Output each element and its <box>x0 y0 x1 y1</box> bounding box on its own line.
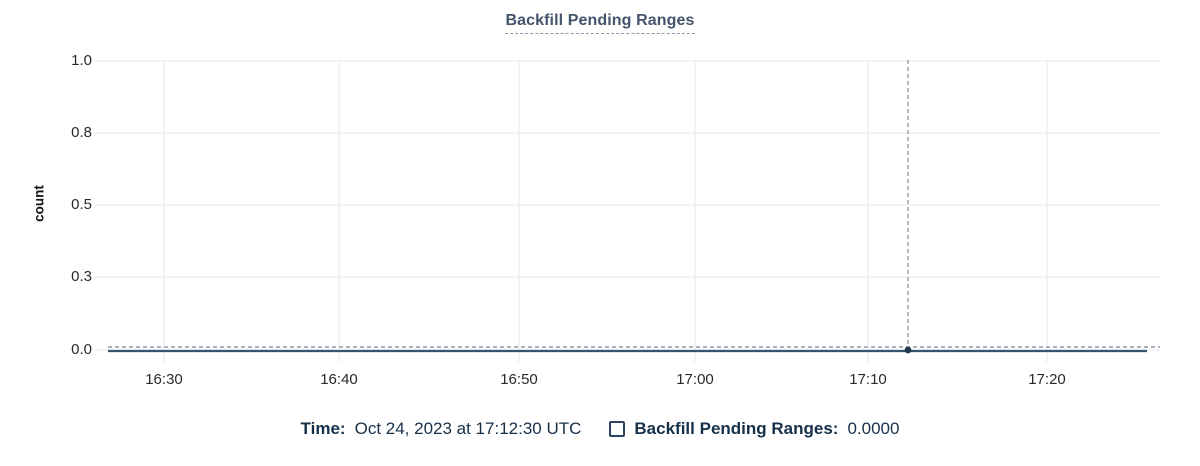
legend-time-value: Oct 24, 2023 at 17:12:30 UTC <box>354 419 582 438</box>
plot-area[interactable] <box>95 55 1160 362</box>
legend-series-value: 0.0000 <box>847 419 900 438</box>
chart-title[interactable]: Backfill Pending Ranges <box>505 12 695 34</box>
x-tick-label: 16:40 <box>320 371 358 388</box>
legend-series-label: Backfill Pending Ranges: <box>634 419 839 438</box>
legend-time-label: Time: <box>300 419 346 438</box>
chart-title-wrap: Backfill Pending Ranges <box>0 12 1200 34</box>
y-tick-label: 0.8 <box>71 124 92 141</box>
y-tick-label: 1.0 <box>71 52 92 69</box>
y-tick-label: 0.0 <box>71 341 92 358</box>
x-tick-label: 17:20 <box>1028 371 1066 388</box>
legend-series-checkbox[interactable] <box>609 421 626 437</box>
hover-point <box>904 346 912 354</box>
x-tick-label: 17:10 <box>849 371 887 388</box>
x-tick-label: 16:50 <box>500 371 538 388</box>
y-tick-label: 0.3 <box>71 268 92 285</box>
hover-legend-row: Time: Oct 24, 2023 at 17:12:30 UTC Backf… <box>0 417 1200 441</box>
x-tick-label: 17:00 <box>676 371 714 388</box>
y-tick-label: 0.5 <box>71 196 92 213</box>
x-tick-label: 16:30 <box>145 371 183 388</box>
